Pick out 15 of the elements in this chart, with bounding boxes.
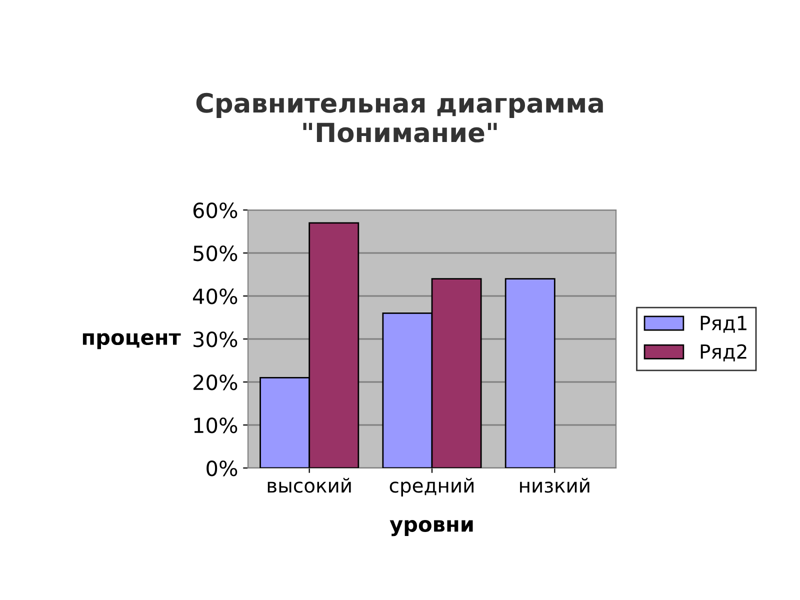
x-axis-title: уровни — [390, 520, 473, 536]
y-tick-label: 0% — [206, 460, 238, 476]
y-tick-label: 20% — [194, 374, 238, 390]
legend-label: Ряд1 — [700, 316, 746, 333]
y-tick-label: 10% — [194, 417, 238, 434]
chart-title: Сравнительная диаграмма "Понимание" — [196, 92, 603, 142]
y-tick-label: 60% — [193, 202, 238, 218]
x-tick-label: низкий — [520, 478, 590, 493]
y-tick-label: 30% — [194, 331, 238, 348]
y-axis-title: процент — [82, 333, 181, 350]
x-tick-label: средний — [390, 478, 474, 497]
legend-label: Ряд2 — [700, 344, 746, 362]
y-tick-label: 50% — [194, 245, 238, 262]
y-tick-label: 40% — [192, 288, 238, 304]
x-tick-label: высокий — [268, 478, 351, 493]
